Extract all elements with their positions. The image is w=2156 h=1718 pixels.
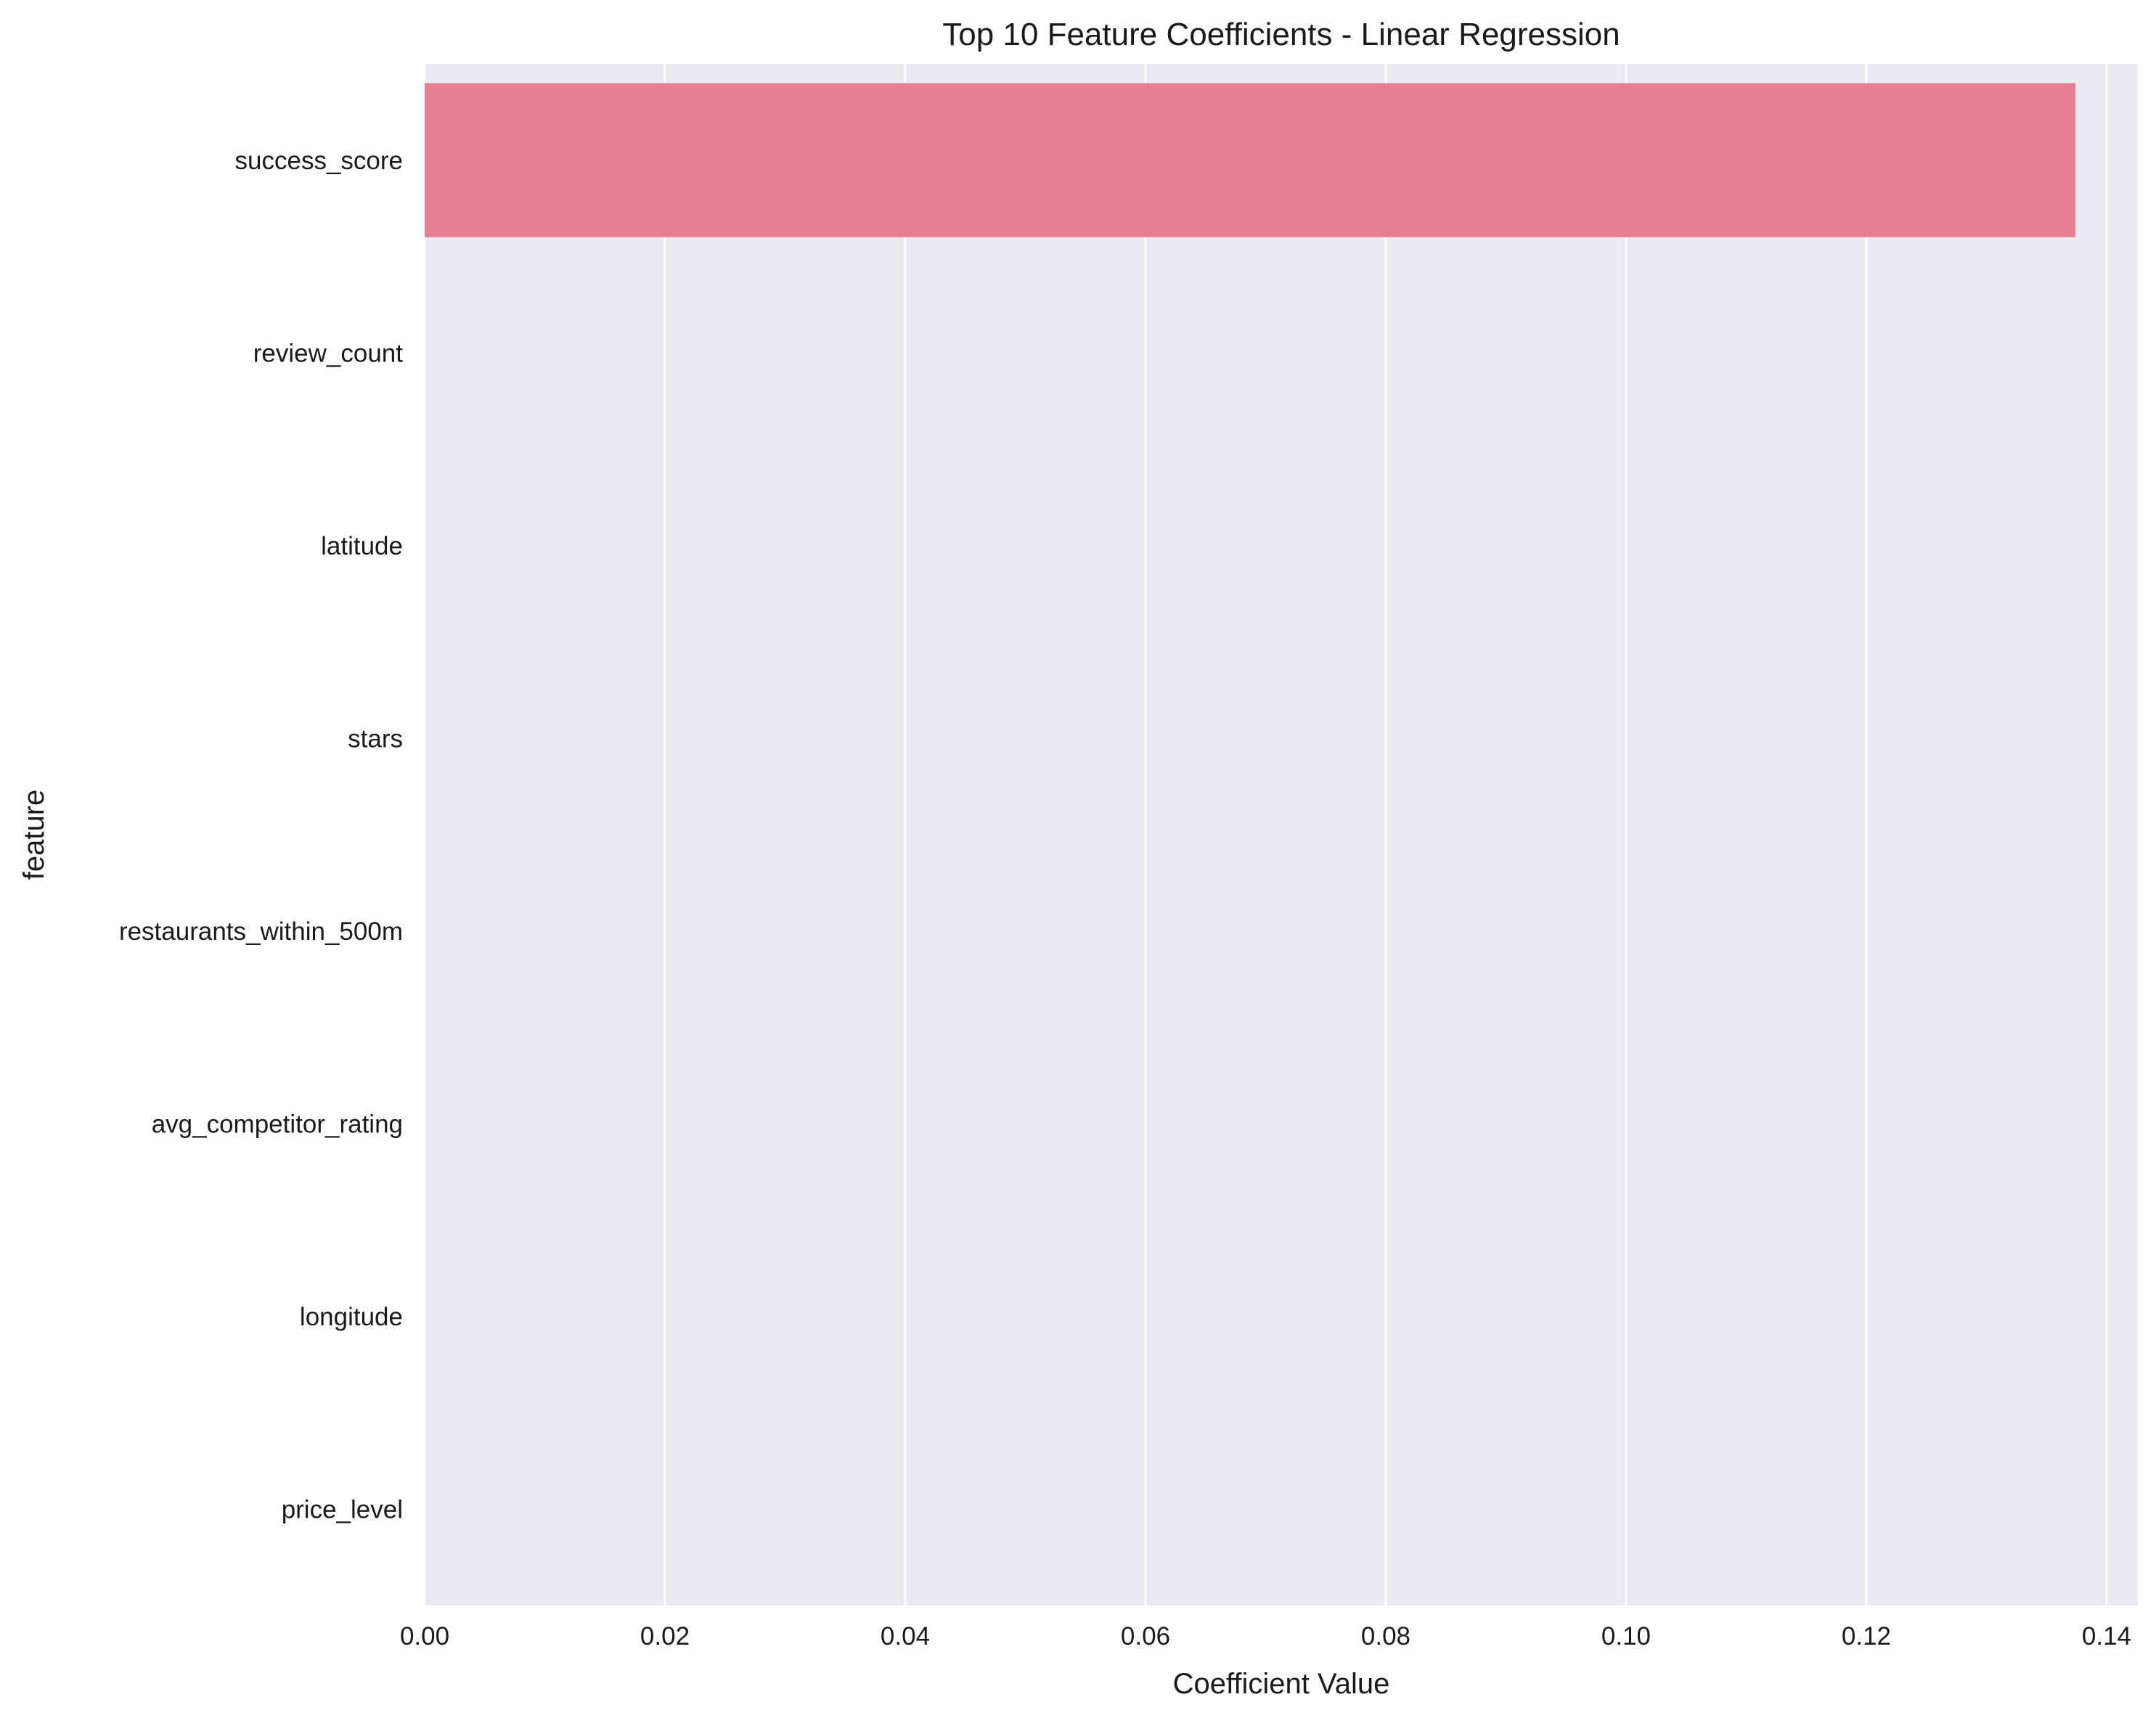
x-tick-label: 0.08 [1361,1622,1410,1650]
x-tick-labels: 0.00 0.02 0.04 0.06 0.08 0.10 0.12 0.14 [400,1622,2131,1650]
x-tick-label: 0.06 [1121,1622,1170,1650]
x-tick-label: 0.12 [1842,1622,1891,1650]
y-tick-label: longitude [300,1303,403,1331]
y-tick-label: price_level [282,1495,403,1523]
plot-background [425,64,2138,1605]
y-tick-labels: success_score review_count latitude stars re… [119,147,403,1524]
x-tick-label: 0.02 [640,1622,690,1650]
y-axis-label: feature [18,790,50,880]
x-axis-label: Coefficient Value [1173,1668,1390,1700]
y-tick-label: stars [348,724,403,753]
y-tick-label: review_count [253,339,403,367]
x-tick-label: 0.10 [1601,1622,1651,1650]
y-tick-label: latitude [321,532,403,560]
chart-title: Top 10 Feature Coefficients - Linear Reg… [942,17,1620,52]
x-tick-label: 0.04 [881,1622,930,1650]
grid-lines [423,64,2108,1605]
y-tick-label: avg_competitor_rating [152,1110,403,1138]
bars [425,83,2075,237]
x-tick-label: 0.00 [400,1622,449,1650]
y-tick-label: success_score [235,147,403,175]
x-tick-label: 0.14 [2082,1622,2131,1650]
y-tick-label: restaurants_within_500m [119,917,403,946]
bar-success-score [425,83,2075,237]
